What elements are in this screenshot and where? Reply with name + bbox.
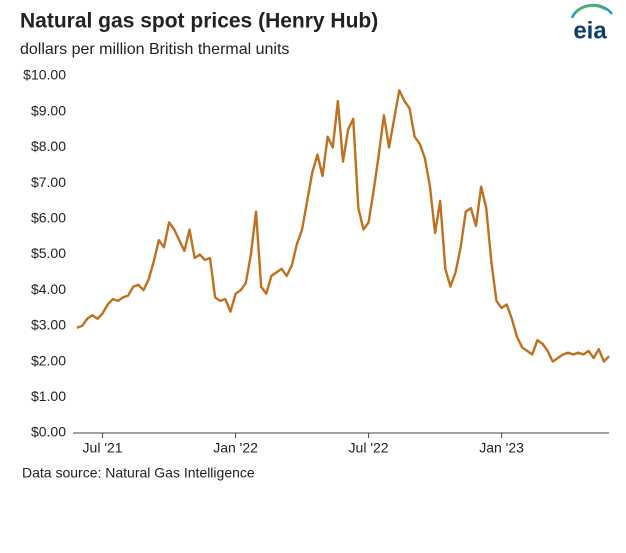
x-tick-label: Jan '22 bbox=[213, 440, 258, 456]
y-tick-label: $0.00 bbox=[31, 424, 66, 440]
price-line bbox=[76, 89, 610, 363]
x-tick-label: Jul '21 bbox=[83, 440, 123, 456]
y-tick-label: $7.00 bbox=[31, 174, 66, 190]
source-note: Data source: Natural Gas Intelligence bbox=[22, 465, 255, 481]
chart-title: Natural gas spot prices (Henry Hub) bbox=[20, 10, 378, 33]
y-tick-label: $2.00 bbox=[31, 352, 66, 368]
logo-arc bbox=[575, 4, 607, 14]
y-tick-label: $9.00 bbox=[31, 102, 66, 118]
x-tick-label: Jul '22 bbox=[349, 440, 389, 456]
y-tick-label: $8.00 bbox=[31, 138, 66, 154]
y-tick-label: $3.00 bbox=[31, 317, 66, 333]
y-tick-label: $5.00 bbox=[31, 245, 66, 261]
chart-subtitle: dollars per million British thermal unit… bbox=[20, 41, 289, 58]
y-tick-label: $6.00 bbox=[31, 210, 66, 226]
y-tick-label: $4.00 bbox=[31, 281, 66, 297]
logo-text: eia bbox=[573, 17, 607, 44]
y-tick-label: $1.00 bbox=[31, 388, 66, 404]
logo: eia bbox=[570, 3, 614, 44]
y-tick-label: $10.00 bbox=[23, 67, 66, 83]
x-tick-label: Jan '23 bbox=[479, 440, 524, 456]
